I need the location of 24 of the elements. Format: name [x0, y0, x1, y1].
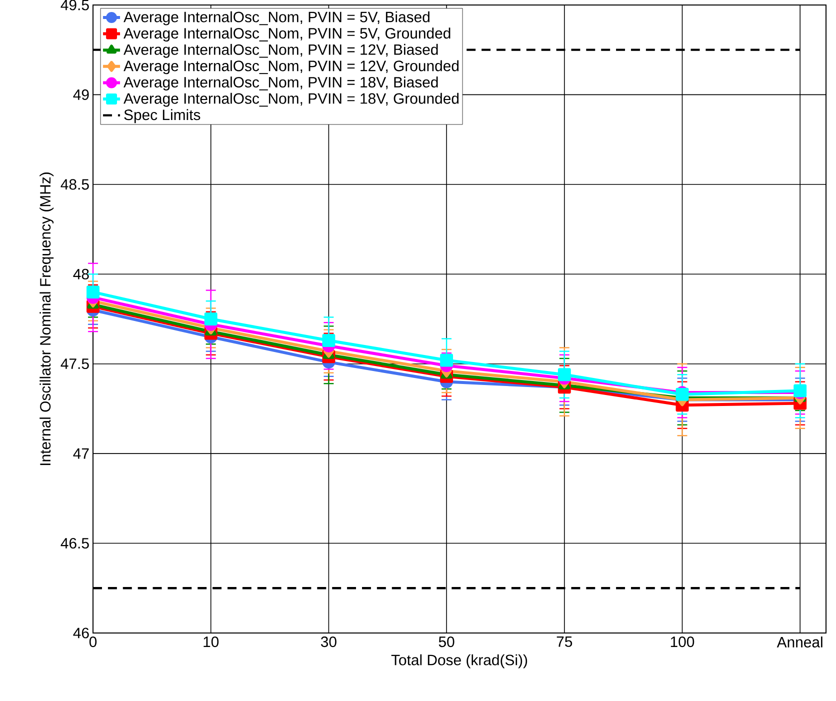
legend-label: Average InternalOsc_Nom, PVIN = 18V, Grounded [124, 92, 459, 107]
y-tick-label: 47 [73, 448, 89, 459]
x-tick-label: 100 [670, 636, 694, 648]
legend-label: Average InternalOsc_Nom, PVIN = 12V, Grounded [124, 60, 459, 74]
x-tick-label: Anneal [776, 636, 822, 648]
x-tick-label: 75 [556, 636, 572, 647]
y-axis-title: Internal Oscillator Nominal Frequency (MHz) [40, 172, 54, 466]
y-tick-label: 47.5 [60, 358, 89, 370]
legend-label: Average InternalOsc_Nom, PVIN = 18V, Biased [124, 76, 438, 90]
y-tick-label: 46 [73, 628, 89, 638]
x-tick-label: 10 [204, 636, 219, 648]
legend-label: Spec Limits [124, 109, 200, 124]
y-tick-label: 46.5 [60, 538, 89, 549]
x-tick-label: 0 [89, 636, 97, 648]
legend-label: Average InternalOsc_Nom, PVIN = 12V, Biased [124, 44, 438, 58]
y-tick-label: 49.5 [60, 0, 89, 10]
x-axis-title: Total Dose (krad(Si)) [391, 654, 528, 668]
y-tick-label: 48 [73, 268, 89, 280]
legend-label: Average InternalOsc_Nom, PVIN = 5V, Grounded [124, 28, 450, 42]
legend-label: Average InternalOsc_Nom, PVIN = 5V, Biased [124, 11, 430, 26]
y-tick-label: 48.5 [60, 179, 89, 190]
y-tick-label: 49 [73, 89, 89, 100]
x-tick-label: 50 [438, 636, 454, 648]
x-tick-label: 30 [320, 636, 336, 648]
